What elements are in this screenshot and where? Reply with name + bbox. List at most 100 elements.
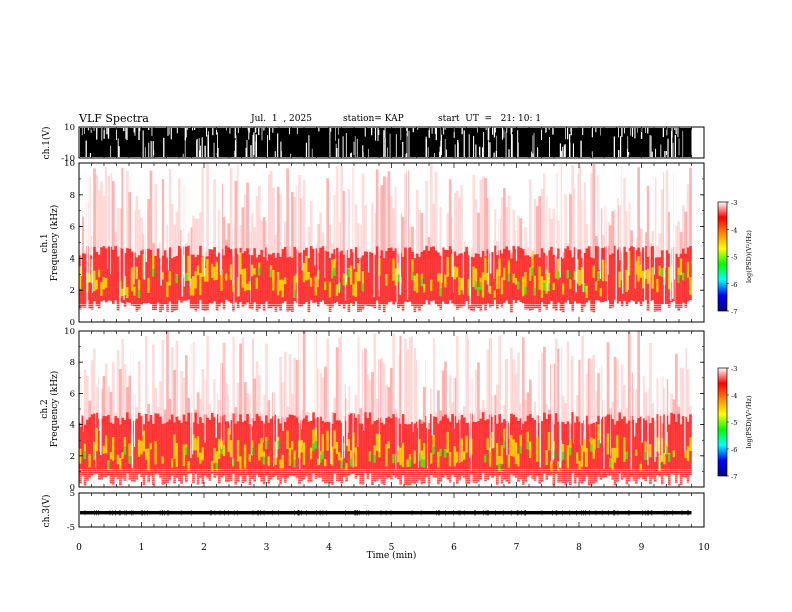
spectrogram-patch-high: [97, 269, 101, 278]
spectrogram-column-upper: [116, 350, 120, 425]
spectrogram-column-band: [585, 415, 589, 477]
spectrogram-column-upper: [415, 189, 419, 259]
spectrogram-column-upper: [580, 200, 584, 259]
spectrogram-patch-peak: [524, 286, 527, 295]
spectrogram-column-upper: [446, 212, 450, 259]
spectrogram-patch-peak: [321, 451, 325, 460]
spectrogram-column-band: [434, 416, 438, 478]
spectrogram-column-upper: [545, 196, 549, 259]
spectrogram-column-upper: [93, 348, 96, 425]
spectrogram-patch-peak: [484, 454, 487, 463]
spectrogram-column-band: [670, 412, 673, 474]
spectrogram-column-upper: [279, 356, 282, 425]
spectrogram-patch-peak: [361, 283, 365, 292]
spectrogram-patch-high: [503, 267, 506, 281]
spectrogram-column-band: [505, 246, 509, 301]
spectrogram-column-band: [267, 422, 271, 484]
spectrogram-patch-high: [526, 431, 530, 450]
spectrogram-patch-peak: [262, 456, 266, 465]
spectrogram-column-band: [578, 421, 582, 483]
spectrogram-column-band: [361, 423, 365, 485]
colorbar-ch2: -3 -4 -5 -6 -7 log(PSD)(V²/Hz): [717, 365, 753, 481]
spectrogram-patch-high: [649, 444, 652, 458]
spectrogram-patch-high: [210, 461, 214, 472]
spectrogram-column-upper: [512, 359, 516, 425]
colorbar-tick-label: -5: [731, 419, 737, 427]
spectrogram-column-band: [281, 248, 285, 303]
spectrogram-patch-peak: [503, 440, 506, 449]
spectrogram-column-upper: [672, 399, 676, 425]
spectrogram-column-band: [543, 252, 546, 307]
date-label: Jul. 1 , 2025: [251, 114, 312, 124]
spectrogram-patch-high: [210, 263, 214, 278]
spectrogram-column-band: [684, 253, 688, 308]
spectrogram-patch-peak: [250, 447, 254, 456]
spectrogram-column-upper: [319, 212, 322, 259]
spectrogram-column-upper: [503, 187, 506, 259]
spectrogram-patch-high: [333, 259, 337, 276]
spectrogram-column-upper: [646, 185, 650, 259]
spectrogram-column-band: [95, 251, 99, 306]
spectrogram-column-band: [324, 250, 327, 305]
spectrogram-patch-high: [385, 273, 388, 286]
spectrogram-column-band: [324, 422, 327, 484]
spectrogram-patch-high: [130, 267, 134, 292]
spectrogram-patch-high: [220, 269, 224, 291]
spectrogram-column-upper: [260, 413, 264, 425]
spectrogram-column-upper: [201, 368, 205, 425]
spectrogram-patch-high: [536, 437, 539, 462]
spectrogram-column-upper: [258, 375, 261, 425]
spectrogram-column-upper: [356, 223, 360, 259]
spectrogram-patch-high: [500, 445, 504, 465]
spectrogram-patch-high: [331, 446, 334, 466]
spectrogram-patch-high: [93, 270, 96, 292]
spectrogram-patch-high: [142, 430, 146, 452]
spectrogram-patch-high: [422, 443, 426, 468]
spectrogram-column-band: [462, 251, 466, 306]
spectrogram-patch-high: [116, 454, 120, 465]
x-tick-label: 1: [139, 543, 145, 553]
spectrogram-patch-peak: [331, 270, 334, 279]
panel-ch1-waveform: 10 -10 ch.1(V): [41, 123, 705, 164]
spectrogram-patch-high: [656, 278, 659, 293]
spectrogram-patch-high: [192, 434, 195, 451]
y-tick-label: 10: [64, 327, 75, 337]
x-tick-label: 6: [451, 543, 457, 553]
x-tick-label: 2: [201, 543, 207, 553]
spectrogram-column-upper: [154, 387, 158, 425]
spectrogram-patch-peak: [215, 462, 219, 471]
spectrogram-patch-high: [281, 454, 285, 469]
spectrogram-patch-high: [460, 438, 464, 462]
spectrogram-column-upper: [545, 404, 549, 425]
spectrogram-column-band: [679, 253, 683, 308]
spectrogram-column-band: [234, 248, 238, 303]
spectrogram-patch-peak: [107, 461, 110, 470]
spectrogram-column-band: [201, 256, 205, 311]
spectrogram-column-upper: [684, 348, 688, 425]
spectrogram-patch-high: [510, 435, 513, 456]
spectrogram-patch-peak: [557, 463, 560, 471]
spectrogram-column-upper: [123, 364, 127, 425]
spectrogram-column-band: [100, 247, 103, 302]
spectrogram-column-upper: [519, 403, 523, 425]
spectrogram-column-upper: [116, 208, 120, 259]
spectrogram-column-upper: [382, 363, 386, 425]
spectrogram-patch-high: [422, 283, 426, 293]
spectrogram-column-upper: [597, 175, 600, 259]
spectrogram-patch-peak: [597, 440, 600, 449]
spectrogram-patch-high: [545, 449, 549, 466]
spectrogram-patch-peak: [498, 463, 501, 472]
spectrogram-column-upper: [307, 411, 311, 425]
spectrogram-column-band: [88, 417, 92, 479]
spectrogram-column-upper: [658, 233, 662, 259]
spectrogram-column-upper: [392, 333, 395, 425]
spectrogram-column-upper: [166, 331, 169, 425]
spectrogram-column-upper: [451, 402, 454, 425]
spectrogram-patch-high: [137, 439, 141, 457]
spectrogram-column-upper: [585, 224, 589, 259]
spectrogram-patch-high: [349, 265, 353, 285]
spectrogram-column-upper: [561, 395, 565, 425]
spectrogram-patch-high: [175, 443, 179, 468]
spectrogram-column-upper: [684, 211, 688, 259]
spectrogram-patch-peak: [526, 441, 530, 450]
